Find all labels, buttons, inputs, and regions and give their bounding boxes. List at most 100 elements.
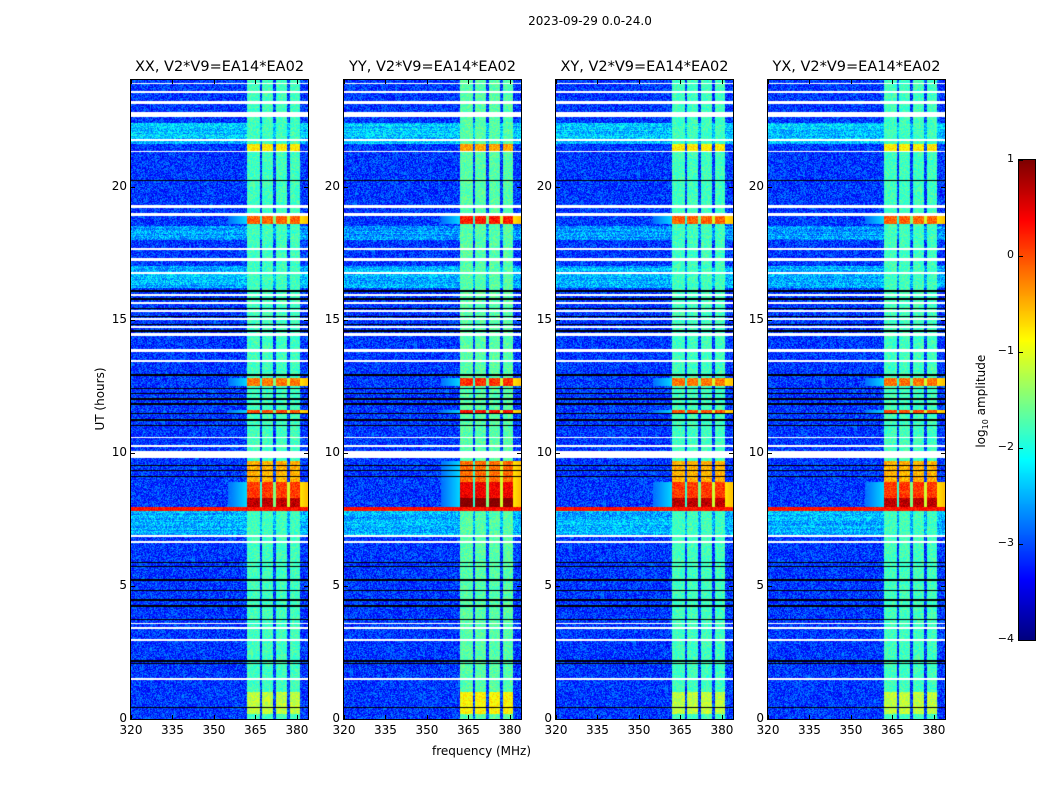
x-tick-mark bbox=[556, 80, 557, 84]
x-axis-label: frequency (MHz) bbox=[432, 744, 532, 758]
heatmap-canvas bbox=[131, 80, 308, 719]
x-tick-label: 335 bbox=[798, 723, 821, 737]
y-tick-label: 20 bbox=[536, 178, 552, 193]
y-tick-mark bbox=[941, 319, 945, 321]
x-tick-mark bbox=[597, 80, 599, 84]
x-tick-label: 320 bbox=[332, 723, 356, 737]
y-tick-mark bbox=[131, 319, 135, 321]
x-tick-label: 365 bbox=[669, 723, 692, 737]
y-tick-mark bbox=[768, 452, 772, 454]
y-tick-mark bbox=[941, 719, 945, 720]
x-tick-mark bbox=[426, 715, 428, 719]
x-tick-mark bbox=[892, 715, 894, 719]
y-tick-label: 5 bbox=[544, 577, 552, 592]
heatmap-canvas bbox=[556, 80, 733, 719]
x-tick-mark bbox=[344, 80, 345, 84]
x-tick-mark bbox=[597, 715, 599, 719]
x-tick-mark bbox=[385, 715, 387, 719]
y-tick-label: 10 bbox=[536, 444, 552, 459]
x-tick-mark bbox=[255, 715, 257, 719]
y-tick-mark bbox=[131, 186, 135, 188]
x-tick-label: 335 bbox=[161, 723, 184, 737]
x-tick-mark bbox=[213, 715, 215, 719]
x-tick-mark bbox=[850, 80, 852, 84]
x-tick-mark bbox=[172, 80, 174, 84]
x-tick-label: 350 bbox=[627, 723, 651, 737]
y-tick-mark bbox=[556, 319, 560, 321]
y-tick-mark bbox=[304, 452, 308, 454]
y-tick-mark bbox=[941, 186, 945, 188]
x-tick-mark bbox=[468, 715, 470, 719]
y-tick-label: 0 bbox=[756, 711, 764, 725]
y-tick-mark bbox=[304, 719, 308, 720]
x-tick-label: 320 bbox=[756, 723, 780, 737]
colorbar-tick-mark bbox=[1019, 640, 1023, 641]
colorbar-tick-mark bbox=[1019, 160, 1023, 161]
x-tick-mark bbox=[468, 80, 470, 84]
y-tick-mark bbox=[344, 585, 348, 587]
x-tick-mark bbox=[426, 80, 428, 84]
x-tick-mark bbox=[933, 715, 935, 719]
x-tick-label: 350 bbox=[839, 723, 863, 737]
y-tick-label: 0 bbox=[544, 711, 552, 725]
x-tick-mark bbox=[768, 80, 769, 84]
y-tick-mark bbox=[517, 186, 521, 188]
y-tick-label: 15 bbox=[748, 311, 764, 326]
x-tick-mark bbox=[255, 80, 257, 84]
heatmap-panel-xy bbox=[555, 79, 734, 720]
figure-title: 2023-09-29 0.0-24.0 bbox=[528, 14, 652, 28]
y-tick-mark bbox=[304, 186, 308, 188]
y-tick-mark bbox=[131, 719, 135, 720]
x-tick-mark bbox=[344, 715, 345, 719]
y-tick-mark bbox=[768, 186, 772, 188]
y-axis-label: UT (hours) bbox=[93, 367, 107, 431]
y-tick-label: 5 bbox=[332, 577, 340, 592]
y-tick-mark bbox=[344, 186, 348, 188]
y-tick-mark bbox=[131, 452, 135, 454]
colorbar-tick-label: −2 bbox=[997, 440, 1014, 453]
x-tick-mark bbox=[892, 80, 894, 84]
panel-title: XX, V2*V9=EA14*EA02 bbox=[134, 59, 305, 75]
x-tick-mark bbox=[933, 80, 935, 84]
x-tick-mark bbox=[680, 80, 682, 84]
x-tick-mark bbox=[721, 715, 723, 719]
heatmap-panel-xx bbox=[130, 79, 309, 720]
y-tick-mark bbox=[517, 585, 521, 587]
colorbar-tick-mark bbox=[1019, 544, 1023, 545]
y-tick-mark bbox=[941, 585, 945, 587]
y-tick-mark bbox=[344, 452, 348, 454]
colorbar-tick-label: −4 bbox=[997, 632, 1014, 645]
y-tick-mark bbox=[131, 585, 135, 587]
x-tick-mark bbox=[172, 715, 174, 719]
x-tick-mark bbox=[296, 715, 298, 719]
x-tick-mark bbox=[680, 715, 682, 719]
panel-title: YY, V2*V9=EA14*EA02 bbox=[349, 59, 516, 75]
y-tick-mark bbox=[768, 585, 772, 587]
x-tick-mark bbox=[721, 80, 723, 84]
colorbar-tick-label: −1 bbox=[997, 344, 1014, 357]
y-tick-mark bbox=[941, 452, 945, 454]
y-tick-mark bbox=[517, 319, 521, 321]
y-tick-mark bbox=[517, 719, 521, 720]
x-tick-label: 380 bbox=[710, 723, 734, 737]
x-tick-mark bbox=[296, 80, 298, 84]
x-tick-label: 335 bbox=[586, 723, 609, 737]
y-tick-label: 15 bbox=[324, 311, 340, 326]
colorbar-label-prefix: log bbox=[973, 429, 988, 448]
heatmap-canvas bbox=[344, 80, 521, 719]
x-tick-label: 320 bbox=[119, 723, 143, 737]
y-tick-mark bbox=[768, 719, 772, 720]
y-tick-label: 10 bbox=[111, 444, 127, 459]
y-tick-mark bbox=[304, 319, 308, 321]
y-tick-label: 20 bbox=[748, 178, 764, 193]
heatmap-panel-yy bbox=[343, 79, 522, 720]
x-tick-mark bbox=[768, 715, 769, 719]
x-tick-label: 320 bbox=[544, 723, 568, 737]
x-tick-mark bbox=[850, 715, 852, 719]
colorbar-label: log10 amplitude bbox=[974, 341, 990, 461]
y-tick-mark bbox=[556, 585, 560, 587]
y-tick-label: 0 bbox=[119, 711, 127, 725]
y-tick-mark bbox=[556, 719, 560, 720]
x-tick-mark bbox=[809, 715, 811, 719]
x-tick-label: 380 bbox=[285, 723, 309, 737]
